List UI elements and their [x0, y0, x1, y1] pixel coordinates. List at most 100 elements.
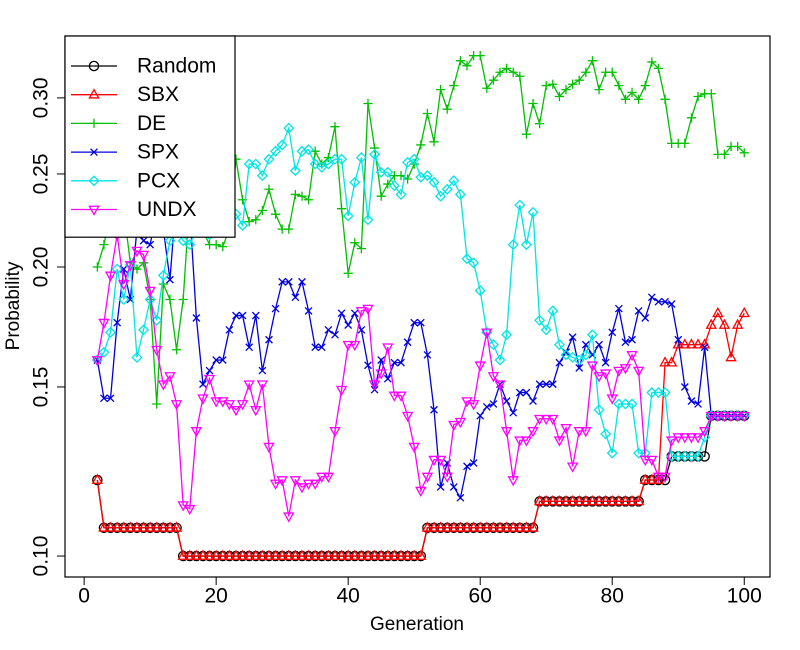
point: [388, 391, 401, 402]
legend-label: DE: [137, 112, 166, 135]
point: [463, 462, 471, 471]
legend-marker: [88, 175, 100, 187]
point: [98, 318, 110, 330]
point: [415, 549, 427, 560]
point: [449, 483, 458, 491]
x-tick-label: 60: [469, 585, 492, 608]
point: [375, 549, 387, 560]
point: [137, 250, 150, 262]
point: [152, 399, 162, 409]
point: [342, 340, 354, 352]
point: [454, 188, 466, 200]
point: [566, 495, 579, 506]
point: [416, 140, 426, 150]
point: [660, 94, 670, 104]
point: [573, 427, 585, 438]
point: [462, 61, 472, 71]
point: [665, 356, 678, 367]
point: [396, 171, 406, 181]
point: [705, 411, 717, 423]
point: [494, 354, 506, 366]
point: [739, 148, 749, 158]
point: [303, 195, 314, 205]
point: [560, 349, 572, 361]
x-tick-label: 80: [601, 585, 624, 608]
x-tick-label: 20: [204, 585, 227, 608]
point: [211, 240, 221, 250]
point: [680, 383, 689, 391]
point: [158, 279, 168, 289]
point: [529, 397, 537, 406]
point: [105, 326, 117, 338]
point: [225, 325, 234, 334]
point: [429, 137, 439, 147]
point: [245, 343, 254, 352]
point: [553, 339, 565, 351]
point: [606, 447, 618, 459]
point: [548, 380, 557, 389]
point: [436, 483, 445, 491]
point: [738, 411, 750, 423]
point: [131, 521, 143, 532]
point: [203, 374, 216, 386]
point: [271, 304, 280, 313]
point: [641, 314, 650, 322]
point: [514, 521, 526, 532]
point: [344, 321, 353, 329]
point: [575, 364, 584, 372]
point: [184, 239, 196, 251]
point: [667, 300, 676, 308]
point: [349, 549, 361, 560]
point: [573, 495, 585, 506]
point: [542, 380, 551, 389]
point: [137, 521, 150, 532]
point: [422, 108, 433, 119]
point: [632, 495, 645, 506]
point: [515, 388, 524, 397]
point: [699, 451, 710, 462]
point: [177, 549, 189, 560]
point: [132, 264, 142, 274]
point: [487, 339, 499, 351]
point: [626, 398, 638, 410]
point: [568, 79, 578, 89]
point: [449, 80, 459, 91]
point: [647, 293, 656, 302]
legend-marker: [88, 60, 100, 72]
point: [203, 549, 216, 560]
point: [494, 380, 506, 391]
point: [692, 433, 704, 444]
series: [91, 231, 750, 523]
point: [303, 144, 315, 156]
point: [421, 521, 434, 532]
x-tick-label: 100: [727, 585, 762, 608]
point: [587, 56, 598, 66]
point: [284, 224, 294, 234]
point: [100, 394, 108, 403]
point: [355, 152, 367, 164]
point: [520, 521, 533, 532]
point: [395, 549, 407, 560]
x-axis-title: Generation: [370, 614, 464, 635]
point: [500, 521, 513, 532]
point: [562, 348, 570, 357]
point: [434, 521, 447, 532]
point: [527, 206, 539, 218]
y-tick-label: 0.30: [30, 77, 53, 118]
point: [290, 189, 300, 200]
point: [410, 318, 419, 327]
x-tick-label: 40: [337, 585, 360, 608]
point: [369, 148, 381, 160]
point: [639, 455, 651, 467]
point: [388, 549, 401, 560]
point: [467, 521, 480, 532]
point: [243, 380, 255, 391]
point: [329, 549, 341, 560]
point: [250, 549, 262, 560]
point: [435, 190, 447, 202]
point: [263, 442, 275, 454]
point: [270, 145, 282, 157]
point: [593, 372, 605, 383]
point: [621, 338, 630, 347]
point: [258, 366, 267, 375]
